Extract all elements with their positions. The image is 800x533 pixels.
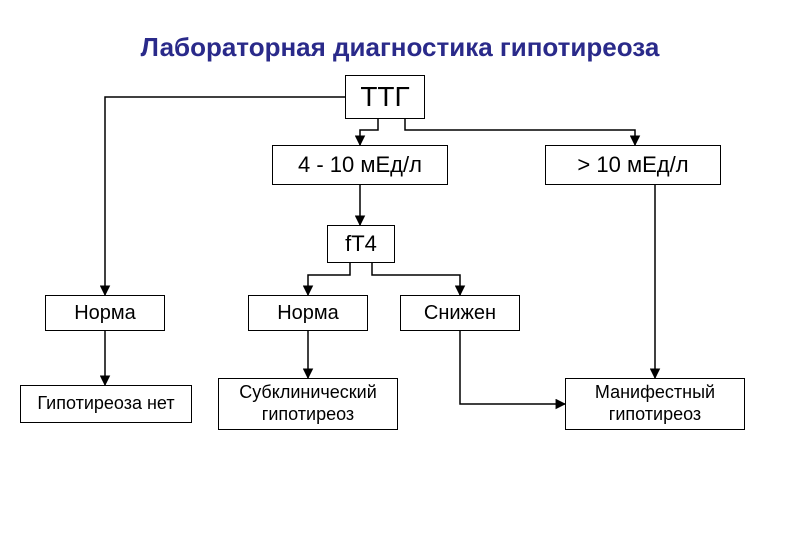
- page-title: Лабораторная диагностика гипотиреоза: [0, 32, 800, 63]
- node-label: Норма: [277, 301, 339, 325]
- edge-snizhen-manifest: [460, 331, 565, 404]
- node-ft4: fТ4: [327, 225, 395, 263]
- node-label: Гипотиреоза нет: [37, 393, 174, 415]
- node-label: fТ4: [345, 231, 377, 257]
- node-label: ТТГ: [360, 80, 409, 114]
- node-subclin: Субклинический гипотиреоз: [218, 378, 398, 430]
- edge-ft4-norma2: [308, 263, 350, 295]
- node-label: Снижен: [424, 301, 496, 325]
- node-label: Манифестный гипотиреоз: [595, 382, 715, 425]
- edge-ft4-snizhen: [372, 263, 460, 295]
- node-label: Норма: [74, 301, 136, 325]
- node-norma2: Норма: [248, 295, 368, 331]
- edge-ttg-norma1: [105, 97, 345, 295]
- edge-ttg-range: [360, 119, 378, 145]
- node-label: 4 - 10 мЕд/л: [298, 152, 422, 178]
- node-no-hypo: Гипотиреоза нет: [20, 385, 192, 423]
- node-label: > 10 мЕд/л: [577, 152, 688, 178]
- node-range: 4 - 10 мЕд/л: [272, 145, 448, 185]
- node-gt10: > 10 мЕд/л: [545, 145, 721, 185]
- node-ttg: ТТГ: [345, 75, 425, 119]
- edge-ttg-gt10: [405, 119, 635, 145]
- node-manifest: Манифестный гипотиреоз: [565, 378, 745, 430]
- node-norma1: Норма: [45, 295, 165, 331]
- node-snizhen: Снижен: [400, 295, 520, 331]
- node-label: Субклинический гипотиреоз: [239, 382, 377, 425]
